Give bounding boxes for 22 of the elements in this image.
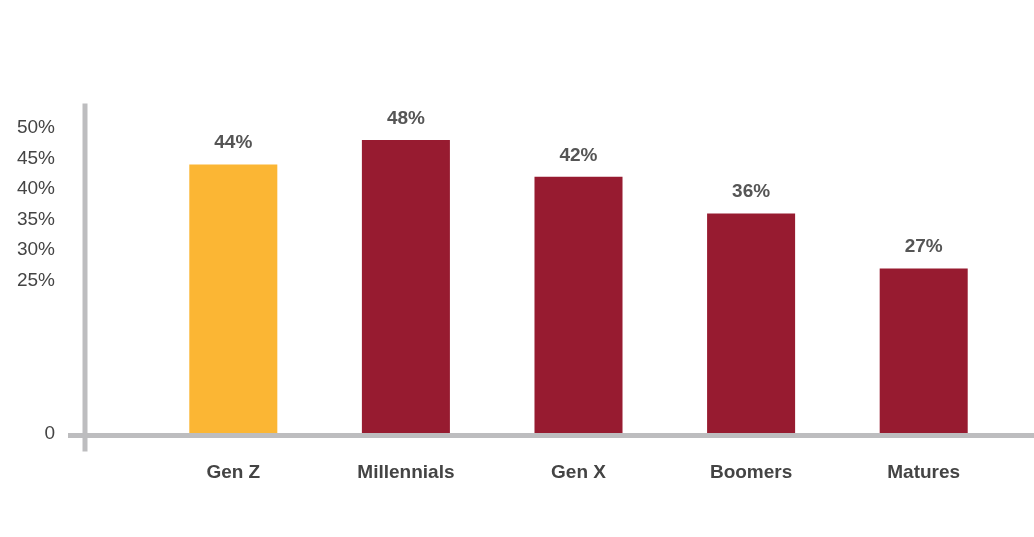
- bar: [707, 213, 796, 434]
- data-label: 42%: [559, 143, 598, 165]
- data-label: 44%: [214, 131, 253, 153]
- y-tick-label: 30%: [16, 238, 56, 260]
- x-tick-label: Millennials: [357, 461, 455, 483]
- x-tick-label: Gen X: [551, 461, 607, 483]
- x-tick-label: Matures: [887, 461, 961, 483]
- data-label: 27%: [904, 235, 943, 257]
- y-tick-label: 25%: [16, 268, 56, 290]
- data-label: 48%: [386, 106, 426, 128]
- y-tick-label: 50%: [16, 116, 56, 138]
- y-tick-label: 45%: [16, 146, 56, 168]
- y-tick-label: 35%: [16, 207, 56, 229]
- y-tick-label: 40%: [16, 177, 56, 199]
- bar: [879, 268, 968, 434]
- bar: [361, 140, 450, 434]
- x-tick-label: Gen Z: [206, 461, 261, 483]
- x-tick-label: Boomers: [709, 461, 793, 483]
- data-label: 36%: [732, 180, 771, 202]
- bar: [189, 164, 278, 434]
- bar: [534, 176, 623, 434]
- y-tick-label: 0: [44, 421, 55, 443]
